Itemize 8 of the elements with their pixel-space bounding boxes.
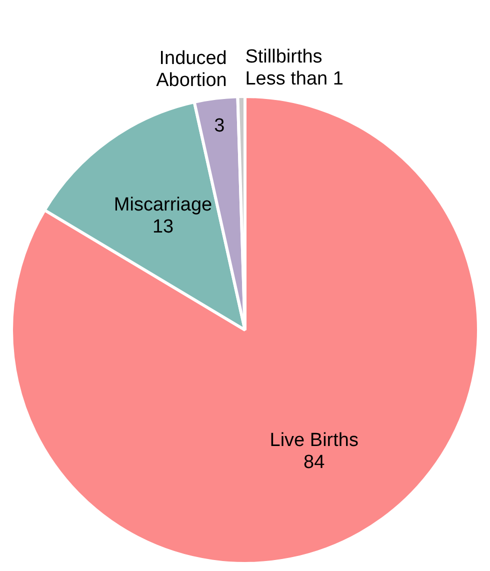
slice-label: Stillbirths (245, 46, 322, 68)
data-label: 3 (214, 115, 225, 136)
slice-label: Induced Abortion (156, 48, 227, 92)
slice-label: Miscarriage (114, 194, 212, 216)
data-label: 13 (152, 216, 174, 238)
data-label: 84 (304, 452, 326, 474)
slice-label: Live Births (270, 430, 358, 452)
data-label: Less than 1 (245, 68, 344, 90)
